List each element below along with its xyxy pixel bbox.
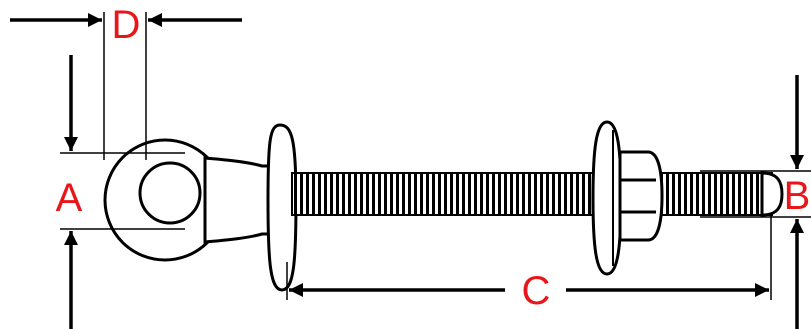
shank-threads xyxy=(291,172,773,216)
eye-bolt xyxy=(103,123,298,292)
label-c: C xyxy=(522,269,551,313)
shank-tip xyxy=(760,171,784,217)
threaded-shank xyxy=(291,171,784,217)
eye-ring-hole xyxy=(138,161,202,225)
shoulder-collar xyxy=(266,123,298,292)
hex-nut xyxy=(618,150,664,242)
label-a: A xyxy=(56,176,83,220)
dimension-labels: D A C B xyxy=(56,3,811,313)
washer xyxy=(591,120,623,276)
label-d: D xyxy=(112,3,141,47)
dimension-lines xyxy=(10,12,811,329)
label-b: B xyxy=(784,174,811,218)
